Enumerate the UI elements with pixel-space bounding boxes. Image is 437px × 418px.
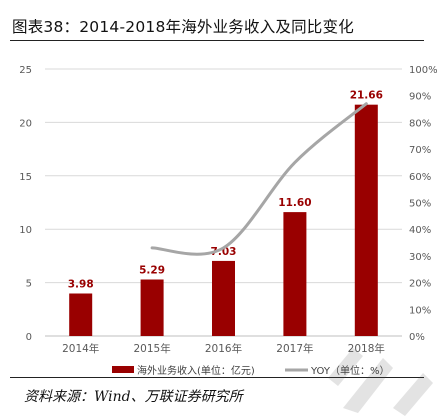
y-right-tick-label: 20% (409, 279, 431, 290)
y-right-tick-label: 50% (409, 199, 431, 210)
bar-data-label: 21.66 (350, 90, 383, 102)
yoy-line (150, 102, 368, 256)
chart-title: 图表38：2014-2018年海外业务收入及同比变化 (12, 18, 354, 36)
x-tick-label: 2017年 (276, 342, 313, 355)
y-left-tick-label: 20 (19, 118, 32, 129)
legend-label-bar: 海外业务收入(单位：亿元) (137, 364, 255, 377)
y-left-tick-label: 10 (19, 225, 32, 236)
x-tick-label: 2016年 (205, 342, 242, 355)
bar-data-label: 5.29 (139, 265, 165, 277)
y-right-tick-label: 70% (409, 145, 431, 156)
legend-label-line: YOY（单位：%） (310, 364, 390, 377)
y-left-tick-label: 15 (19, 172, 32, 183)
y-right-tick-label: 30% (409, 252, 431, 263)
x-tick-label: 2015年 (133, 342, 170, 355)
y-right-tick-label: 40% (409, 225, 431, 236)
bar (140, 279, 164, 336)
title-bar: 图表38：2014-2018年海外业务收入及同比变化 (10, 10, 424, 41)
watermark-logo (328, 348, 433, 416)
y-right-tick-label: 10% (409, 305, 431, 316)
legend-swatch-bar (112, 366, 134, 373)
bar-data-label: 3.98 (68, 278, 94, 290)
y-right-tick-label: 80% (409, 118, 431, 129)
source-note: 资料来源：Wind、万联证券研究所 (24, 389, 243, 405)
bar (212, 260, 235, 336)
x-tick-label: 2018年 (348, 342, 385, 355)
y-right-tick-label: 60% (409, 172, 431, 183)
bar-data-label: 7.03 (211, 246, 237, 258)
y-left-tick-label: 5 (26, 279, 32, 290)
bar (354, 104, 378, 336)
bar-data-label: 11.60 (278, 197, 311, 209)
source-divider (10, 377, 424, 378)
y-right-tick-label: 90% (409, 92, 431, 103)
x-tick-label: 2014年 (62, 342, 99, 355)
bar (283, 212, 307, 336)
y-right-tick-label: 100% (409, 65, 437, 76)
y-left-tick-label: 25 (19, 65, 32, 76)
y-right-tick-label: 0% (409, 332, 425, 343)
y-left-tick-label: 0 (26, 332, 32, 343)
bar (69, 293, 93, 336)
